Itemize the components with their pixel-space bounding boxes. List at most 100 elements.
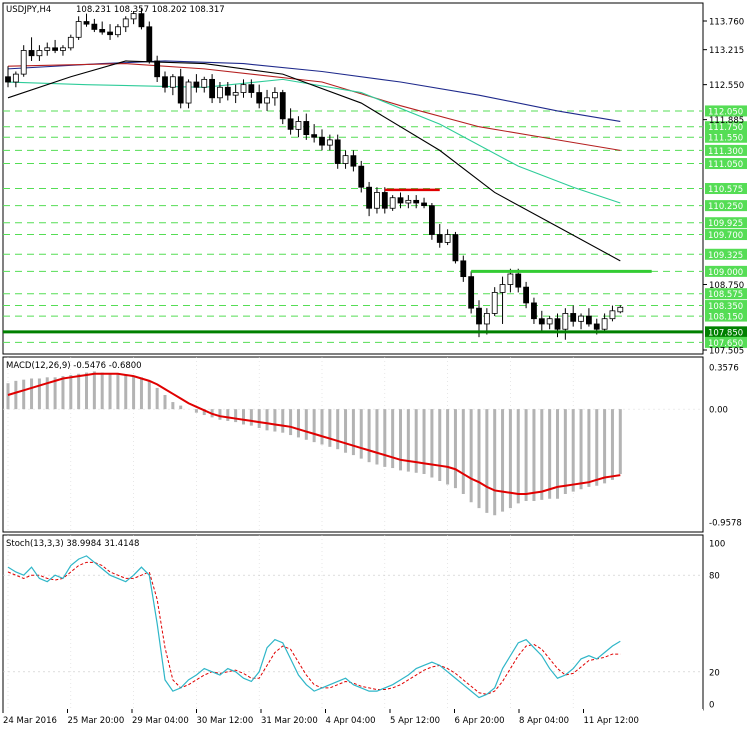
candle[interactable] — [374, 187, 380, 214]
candle[interactable] — [334, 134, 341, 169]
candle[interactable] — [444, 229, 451, 246]
level-tag-label: 109.325 — [708, 251, 743, 261]
level-tag-label: 112.050 — [708, 107, 743, 117]
bull-candle-body — [374, 192, 380, 209]
bear-candle-body — [460, 260, 467, 278]
candle[interactable] — [83, 13, 90, 27]
bull-candle-body — [44, 47, 51, 51]
candle[interactable] — [209, 74, 216, 104]
candle[interactable] — [303, 113, 310, 140]
candle[interactable] — [146, 21, 153, 64]
candle[interactable] — [499, 276, 506, 324]
candle[interactable] — [162, 71, 168, 93]
price-level-lines — [3, 110, 703, 343]
candle[interactable] — [28, 37, 35, 61]
candle[interactable] — [256, 84, 263, 109]
candle[interactable] — [397, 192, 404, 209]
candle[interactable] — [366, 181, 373, 217]
candle[interactable] — [311, 124, 318, 143]
candle[interactable] — [342, 150, 349, 169]
candle[interactable] — [381, 187, 388, 214]
macd-signal-line — [7, 372, 621, 495]
level-tag — [705, 326, 747, 338]
bear-candle-body — [287, 118, 294, 130]
candle[interactable] — [460, 255, 467, 282]
moving-average-red — [7, 63, 621, 151]
candle[interactable] — [531, 297, 537, 324]
candle[interactable] — [491, 287, 498, 317]
candle[interactable] — [483, 308, 490, 335]
candle[interactable] — [358, 160, 365, 193]
candle[interactable] — [326, 134, 333, 151]
candle[interactable] — [586, 308, 592, 327]
candle[interactable] — [201, 76, 208, 93]
candle[interactable] — [578, 313, 584, 330]
candle[interactable] — [609, 305, 616, 322]
candle[interactable] — [67, 34, 74, 51]
time-tick-label: 11 Apr 12:00 — [584, 716, 639, 726]
candle[interactable] — [562, 308, 569, 340]
candle[interactable] — [5, 66, 11, 88]
bull-candle-body — [546, 318, 553, 325]
candle[interactable] — [452, 231, 459, 264]
candle[interactable] — [193, 74, 200, 93]
level-tag-label: 111.750 — [708, 123, 743, 133]
candle[interactable] — [177, 68, 184, 109]
candle[interactable] — [436, 224, 443, 248]
candle[interactable] — [428, 202, 435, 240]
candle[interactable] — [554, 313, 561, 338]
bear-candle-body — [248, 84, 255, 93]
candle[interactable] — [617, 305, 624, 314]
candle[interactable] — [44, 42, 51, 56]
candle[interactable] — [319, 129, 325, 151]
candlesticks[interactable] — [5, 8, 624, 340]
price-tick-label: 112.550 — [709, 81, 744, 91]
bull-candle-body — [232, 92, 239, 96]
candle[interactable] — [20, 45, 27, 77]
candle[interactable] — [107, 24, 113, 40]
candle[interactable] — [538, 310, 545, 332]
candle[interactable] — [350, 150, 357, 172]
candle[interactable] — [60, 45, 66, 56]
candle[interactable] — [91, 18, 98, 33]
candle[interactable] — [248, 79, 255, 98]
candle[interactable] — [271, 87, 278, 106]
candle[interactable] — [52, 39, 58, 54]
candle[interactable] — [468, 271, 475, 314]
candle[interactable] — [99, 21, 106, 35]
candle[interactable] — [130, 11, 137, 25]
candle[interactable] — [413, 195, 420, 209]
bull-candle-body — [609, 310, 616, 320]
candle[interactable] — [389, 195, 396, 211]
candle[interactable] — [169, 74, 176, 96]
candle[interactable] — [295, 116, 302, 138]
candle[interactable] — [217, 82, 223, 104]
candle[interactable] — [405, 195, 412, 209]
candle[interactable] — [546, 316, 553, 330]
candle[interactable] — [240, 79, 247, 98]
candle[interactable] — [75, 16, 82, 40]
candle[interactable] — [224, 82, 231, 101]
candle[interactable] — [12, 71, 19, 88]
bull-candle-body — [444, 234, 451, 243]
candle[interactable] — [36, 45, 43, 61]
time-tick-label: 24 Mar 2016 — [3, 716, 57, 726]
level-tag — [705, 300, 747, 312]
candle[interactable] — [601, 313, 608, 332]
candle[interactable] — [421, 197, 427, 209]
candle[interactable] — [115, 24, 121, 38]
candle[interactable] — [570, 305, 577, 327]
candle[interactable] — [154, 55, 161, 83]
candle[interactable] — [138, 8, 145, 30]
candle[interactable] — [279, 89, 286, 125]
candle[interactable] — [232, 84, 239, 104]
candle[interactable] — [287, 108, 294, 135]
stoch-title: Stoch(13,3,3) 38.9984 31.4148 — [6, 539, 139, 549]
candle[interactable] — [185, 79, 192, 109]
bear-candle-body — [531, 302, 537, 320]
candle[interactable] — [264, 89, 270, 111]
bull-candle-body — [389, 197, 396, 209]
bear-candle-body — [107, 31, 113, 36]
candle[interactable] — [122, 16, 129, 33]
candle[interactable] — [523, 281, 529, 309]
